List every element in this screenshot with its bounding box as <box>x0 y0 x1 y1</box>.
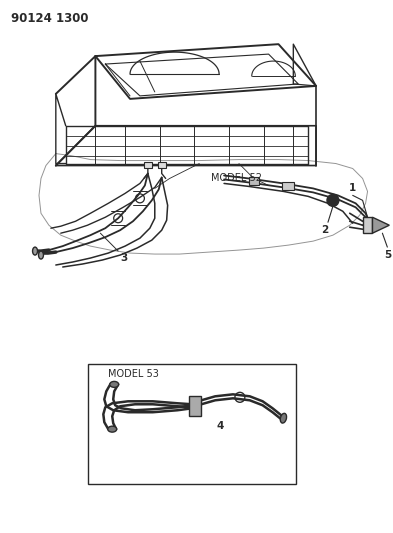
Bar <box>283 182 294 190</box>
Ellipse shape <box>280 413 286 423</box>
Ellipse shape <box>39 251 44 259</box>
Circle shape <box>327 195 339 206</box>
Text: 4: 4 <box>217 421 224 431</box>
Ellipse shape <box>33 247 37 255</box>
Text: 90124 1300: 90124 1300 <box>11 12 89 26</box>
Text: MODEL 53: MODEL 53 <box>108 369 159 379</box>
Bar <box>158 161 166 167</box>
Bar <box>249 177 259 185</box>
Text: 5: 5 <box>384 250 391 260</box>
Text: 1: 1 <box>349 183 356 193</box>
Text: MODEL 52: MODEL 52 <box>211 173 262 183</box>
Polygon shape <box>373 217 389 233</box>
Ellipse shape <box>110 382 119 387</box>
Bar <box>144 161 152 167</box>
Text: 3: 3 <box>120 253 127 263</box>
Bar <box>363 217 373 233</box>
Ellipse shape <box>108 426 117 432</box>
Text: 2: 2 <box>321 225 329 235</box>
Bar <box>88 365 296 484</box>
Bar <box>189 397 201 416</box>
